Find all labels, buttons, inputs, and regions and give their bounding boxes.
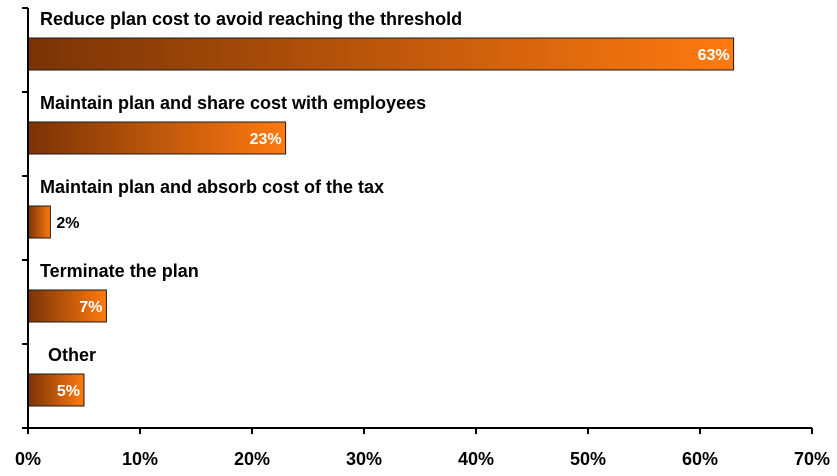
value-label-2: 2% xyxy=(56,215,79,232)
category-label-0: Reduce plan cost to avoid reaching the t… xyxy=(40,9,462,29)
x-tick-label-2: 20% xyxy=(234,449,270,469)
value-label-1: 23% xyxy=(250,131,282,148)
x-tick-label-6: 60% xyxy=(682,449,718,469)
category-label-4: Other xyxy=(48,345,96,365)
x-tick-label-7: 70% xyxy=(794,449,830,469)
x-tick-label-5: 50% xyxy=(570,449,606,469)
category-label-1: Maintain plan and share cost with employ… xyxy=(40,93,426,113)
category-label-2: Maintain plan and absorb cost of the tax xyxy=(40,177,384,197)
value-label-3: 7% xyxy=(79,299,102,316)
bar-1 xyxy=(28,122,286,154)
bar-0 xyxy=(28,38,734,70)
x-tick-label-3: 30% xyxy=(346,449,382,469)
value-label-0: 63% xyxy=(698,47,730,64)
x-tick-label-0: 0% xyxy=(15,449,41,469)
x-tick-label-1: 10% xyxy=(122,449,158,469)
category-label-3: Terminate the plan xyxy=(40,261,199,281)
x-tick-label-4: 40% xyxy=(458,449,494,469)
axes-layer: 0% 10% 20% 30% 40% 50% 60% 70% xyxy=(15,8,830,469)
value-label-4: 5% xyxy=(57,383,80,400)
bar-2 xyxy=(28,206,50,238)
